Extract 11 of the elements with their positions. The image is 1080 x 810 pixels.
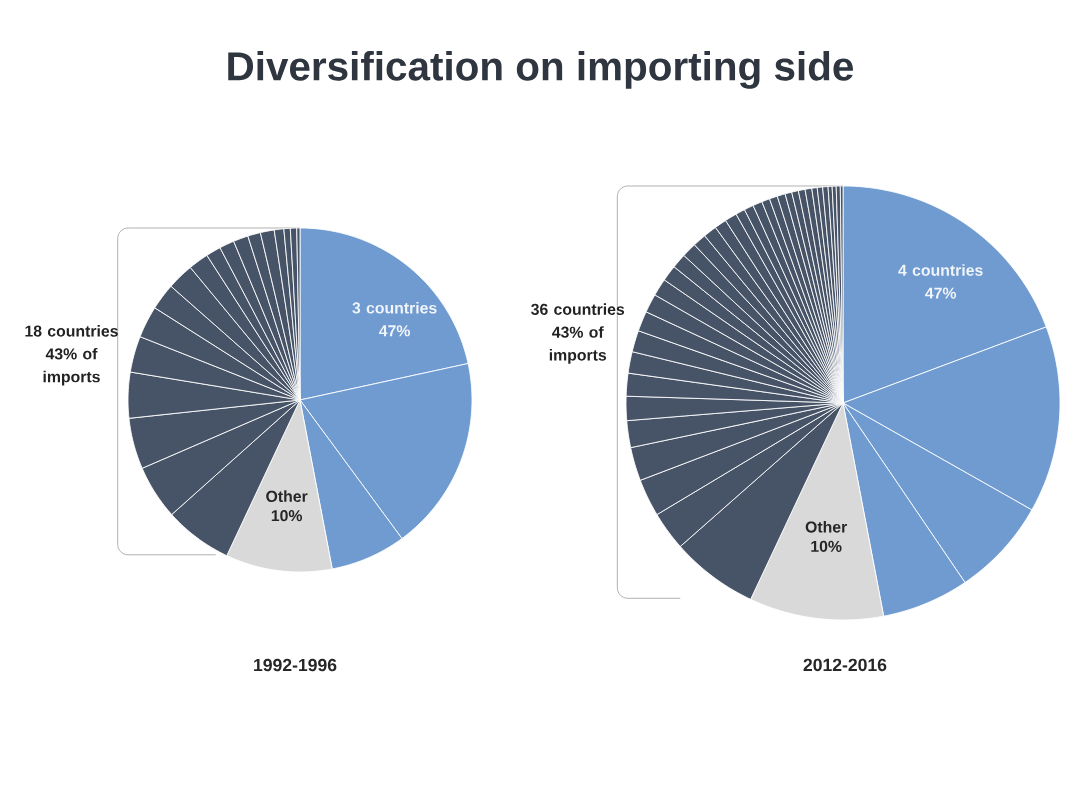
data-label: 10% [811,540,842,552]
slice-label: Other [266,490,308,502]
text: 1992-1996 [254,658,337,672]
text: 18 countries 43% of imports [25,325,118,386]
text: 4 countries 47% [898,264,983,299]
text: 3 countries 47% [352,301,437,337]
data-label: 10% [271,510,303,522]
text: 36 countries 43% of imports [531,303,625,364]
text: 2012-2016 [803,658,887,672]
slice-label: Other [805,521,848,533]
chart-title: Diversification on importing side [228,50,853,89]
